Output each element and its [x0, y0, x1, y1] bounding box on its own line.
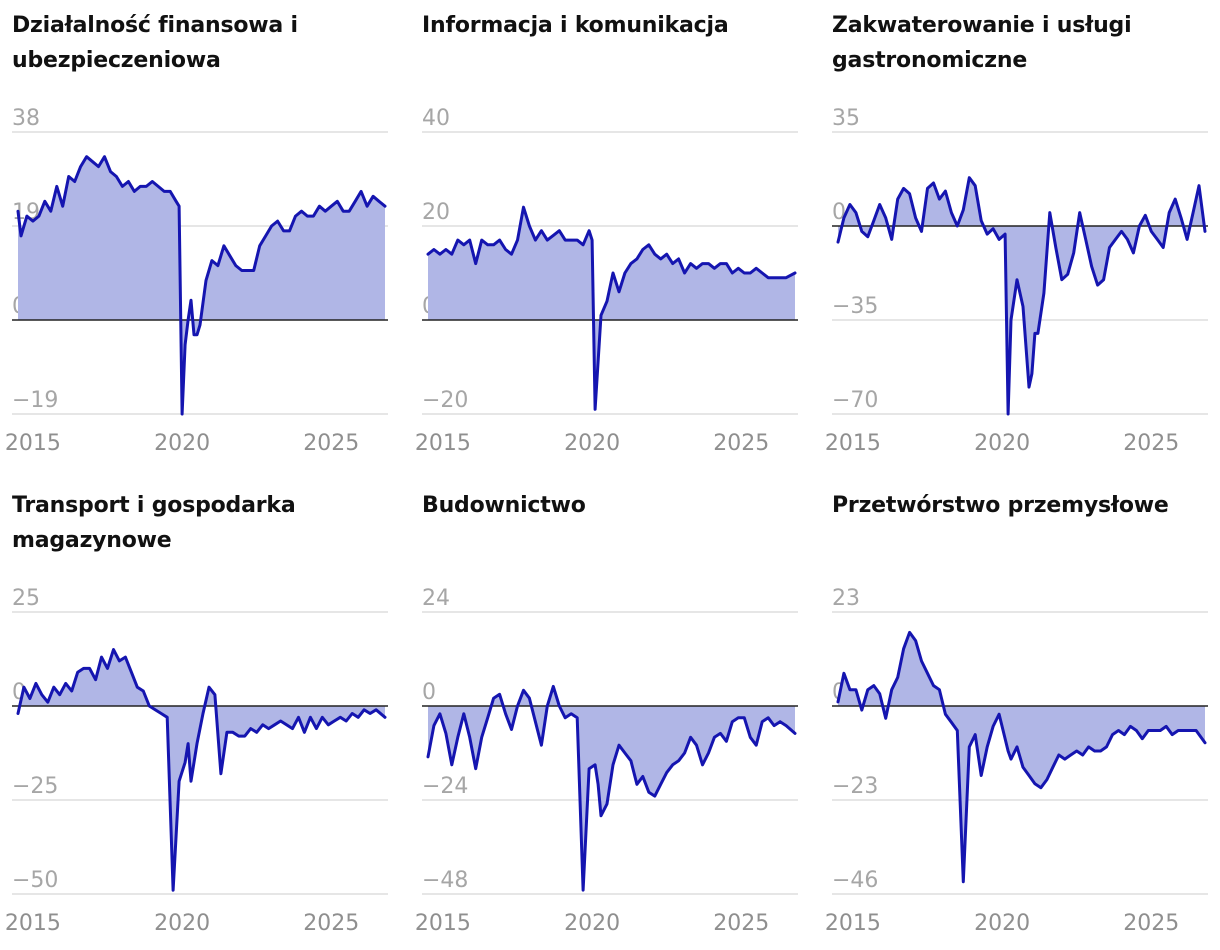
y-tick-label: −70 [832, 388, 878, 413]
y-tick-label: 25 [12, 586, 40, 611]
x-tick-label: 2025 [303, 431, 359, 456]
x-tick-label: 2015 [415, 431, 471, 456]
y-tick-label: −20 [422, 388, 468, 413]
y-tick-label: 24 [422, 586, 450, 611]
x-tick-label: 2025 [713, 911, 769, 936]
y-tick-label: 35 [832, 106, 860, 131]
chart-title: Informacja i komunikacja [422, 13, 729, 38]
x-tick-label: 2020 [564, 431, 620, 456]
x-tick-label: 2015 [5, 911, 61, 936]
x-tick-label: 2020 [564, 911, 620, 936]
series-line [16, 155, 387, 416]
y-tick-label: −35 [832, 294, 878, 319]
y-tick-label: −23 [832, 774, 878, 799]
y-tick-label: 0 [422, 680, 436, 705]
series-line [16, 648, 387, 892]
series-area [428, 686, 795, 891]
chart-title: Transport i gospodarka magazynowe [12, 493, 296, 553]
series-line [426, 684, 797, 892]
y-tick-label: 38 [12, 106, 40, 131]
y-tick-label: −48 [422, 868, 468, 893]
series-line [836, 630, 1207, 884]
x-tick-label: 2020 [974, 431, 1030, 456]
chart-title: Budownictwo [422, 493, 586, 518]
panel-6: Przetwórstwo przemysłowe 23 0 −23 −46 2015 20… [825, 480, 1220, 950]
y-tick-label: −24 [422, 774, 468, 799]
y-tick-label: −19 [12, 388, 58, 413]
y-tick-label: −46 [832, 868, 878, 893]
x-tick-label: 2025 [1123, 431, 1179, 456]
panel-3: Zakwaterowanie i usługi gastronomiczne 3… [825, 0, 1220, 470]
series-line [836, 176, 1207, 416]
chart-plot: 24 0 −24 −48 2015 2020 2025 [415, 586, 798, 936]
x-tick-label: 2025 [713, 431, 769, 456]
chart-title: Zakwaterowanie i usługi gastronomiczne [832, 13, 1132, 73]
series-area [18, 156, 385, 414]
series-area [428, 207, 795, 410]
y-tick-label: 20 [422, 200, 450, 225]
chart-title: Przetwórstwo przemysłowe [832, 493, 1169, 518]
y-tick-label: −25 [12, 774, 58, 799]
x-tick-label: 2020 [974, 911, 1030, 936]
series-area [18, 649, 385, 891]
x-tick-label: 2020 [154, 911, 210, 936]
x-tick-label: 2025 [1123, 911, 1179, 936]
y-tick-label: −50 [12, 868, 58, 893]
x-tick-label: 2020 [154, 431, 210, 456]
x-tick-label: 2015 [825, 431, 881, 456]
x-tick-label: 2015 [825, 911, 881, 936]
y-tick-label: 23 [832, 586, 860, 611]
y-tick-label: 40 [422, 106, 450, 131]
chart-title: Działalność finansowa i ubezpieczeniowa [12, 13, 298, 73]
panel-2: Informacja i komunikacja 40200−202015202… [415, 0, 822, 470]
x-tick-label: 2015 [5, 431, 61, 456]
x-tick-label: 2025 [303, 911, 359, 936]
series-line [426, 205, 797, 411]
panel-5: Budownictwo 24 0 −24 −48 2015 2020 2025 [415, 480, 822, 950]
panel-1: Działalność finansowa i ubezpieczeniowa … [5, 0, 412, 470]
x-tick-label: 2015 [415, 911, 471, 936]
panel-4: Transport i gospodarka magazynowe 25 0 −25… [5, 480, 412, 950]
